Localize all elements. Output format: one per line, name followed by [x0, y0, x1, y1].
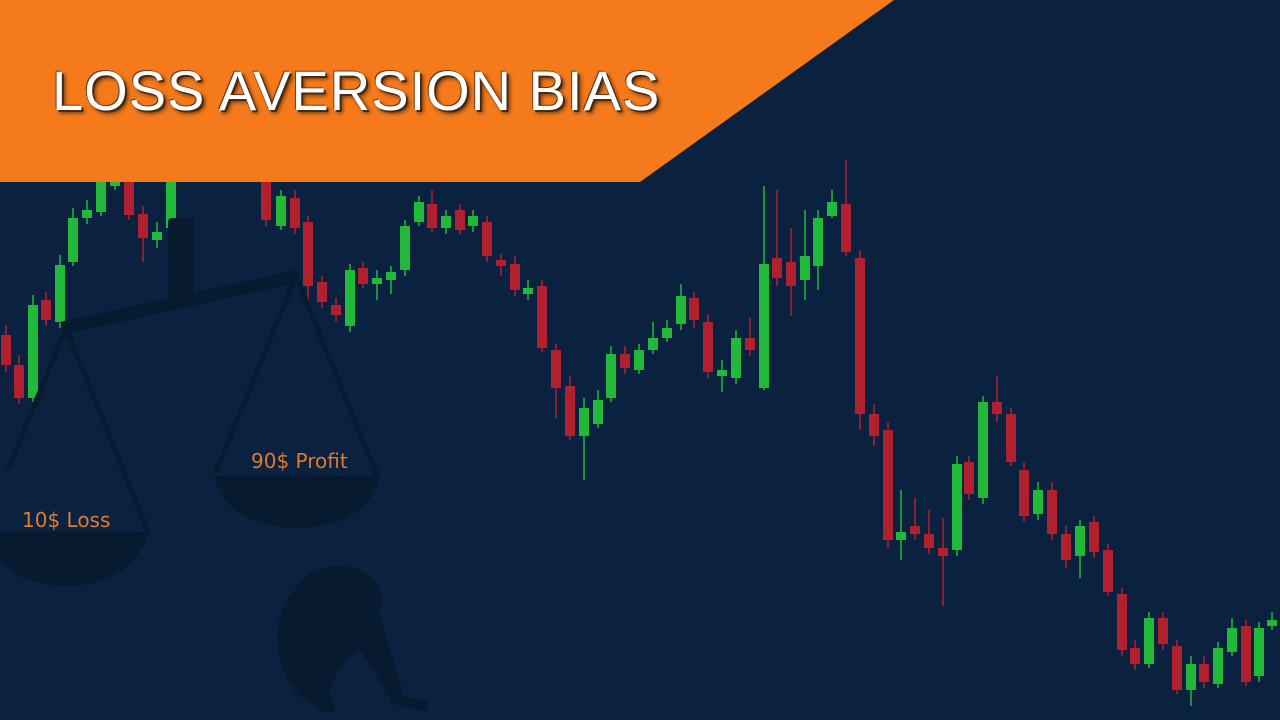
bullish-candle: [372, 278, 382, 284]
bearish-candle: [261, 182, 271, 220]
bullish-candle: [523, 288, 533, 294]
bullish-candle: [1227, 628, 1237, 652]
candlestick-series: [1, 160, 1277, 706]
bearish-candle: [992, 402, 1002, 414]
bearish-candle: [317, 282, 327, 302]
bearish-candle: [869, 414, 879, 436]
bearish-candle: [1006, 414, 1016, 462]
bearish-candle: [1172, 646, 1182, 690]
bearish-candle: [1199, 664, 1209, 682]
bullish-candle: [468, 216, 478, 226]
bullish-candle: [152, 232, 162, 240]
bearish-candle: [924, 534, 934, 548]
bearish-candle: [138, 214, 148, 238]
bearish-candle: [745, 338, 755, 350]
bearish-candle: [855, 258, 865, 414]
bearish-candle: [1103, 550, 1113, 592]
bearish-candle: [551, 350, 561, 388]
bearish-candle: [510, 264, 520, 290]
bullish-candle: [55, 265, 65, 322]
bullish-candle: [1144, 618, 1154, 664]
bullish-candle: [1254, 628, 1264, 676]
bearish-candle: [689, 298, 699, 320]
bullish-candle: [414, 202, 424, 222]
bearish-candle: [303, 222, 313, 286]
bearish-candle: [883, 430, 893, 540]
bearish-candle: [1241, 626, 1251, 682]
bearish-candle: [841, 204, 851, 252]
bullish-candle: [400, 226, 410, 270]
bullish-candle: [606, 354, 616, 398]
bullish-candle: [345, 270, 355, 326]
bullish-candle: [1186, 664, 1196, 690]
bullish-candle: [1033, 490, 1043, 514]
bearish-candle: [1130, 648, 1140, 664]
bullish-candle: [731, 338, 741, 378]
bullish-candle: [579, 408, 589, 436]
bearish-candle: [358, 268, 368, 284]
bearish-candle: [964, 462, 974, 494]
bullish-candle: [1213, 648, 1223, 684]
left-pan-label: 10$ Loss: [22, 508, 111, 532]
bullish-candle: [634, 350, 644, 370]
bearish-candle: [1158, 618, 1168, 644]
bearish-candle: [1061, 534, 1071, 560]
bullish-candle: [386, 272, 396, 280]
bearish-candle: [910, 526, 920, 534]
bearish-candle: [703, 322, 713, 372]
bearish-candle: [537, 286, 547, 348]
bullish-candle: [676, 296, 686, 324]
bearish-candle: [565, 386, 575, 436]
bullish-candle: [441, 216, 451, 228]
bearish-candle: [124, 182, 134, 215]
page-title: LOSS AVERSION BIAS: [52, 59, 661, 122]
bullish-candle: [1267, 620, 1277, 626]
bearish-candle: [786, 262, 796, 286]
bullish-candle: [800, 256, 810, 280]
bullish-candle: [952, 464, 962, 550]
bearish-candle: [938, 548, 948, 556]
bullish-candle: [96, 182, 106, 212]
bearish-candle: [1047, 490, 1057, 534]
bullish-candle: [662, 328, 672, 338]
balance-scale-icon: [0, 218, 381, 586]
bearish-candle: [1089, 522, 1099, 552]
bullish-candle: [827, 202, 837, 216]
bearish-candle: [14, 365, 24, 398]
bearish-candle: [1117, 594, 1127, 650]
bearish-candle: [331, 305, 341, 315]
bearish-candle: [1, 335, 11, 365]
bullish-candle: [813, 218, 823, 266]
bearish-candle: [482, 222, 492, 256]
bearish-candle: [427, 204, 437, 228]
bullish-candle: [82, 210, 92, 218]
sitting-person-silhouette-icon: [277, 566, 428, 712]
bullish-candle: [648, 338, 658, 350]
bearish-candle: [1019, 470, 1029, 516]
bearish-candle: [290, 198, 300, 228]
bullish-candle: [166, 182, 176, 228]
bearish-candle: [772, 258, 782, 278]
bullish-candle: [896, 532, 906, 540]
bullish-candle: [276, 196, 286, 226]
bullish-candle: [717, 370, 727, 376]
bullish-candle: [1075, 526, 1085, 556]
right-pan-label: 90$ Profit: [251, 449, 348, 473]
bullish-candle: [978, 402, 988, 498]
bearish-candle: [620, 354, 630, 368]
bearish-candle: [41, 300, 51, 320]
bullish-candle: [68, 218, 78, 262]
bullish-candle: [759, 264, 769, 388]
title-banner: [0, 0, 894, 182]
bullish-candle: [28, 305, 38, 398]
bearish-candle: [455, 210, 465, 230]
bearish-candle: [496, 260, 506, 266]
bullish-candle: [593, 400, 603, 424]
